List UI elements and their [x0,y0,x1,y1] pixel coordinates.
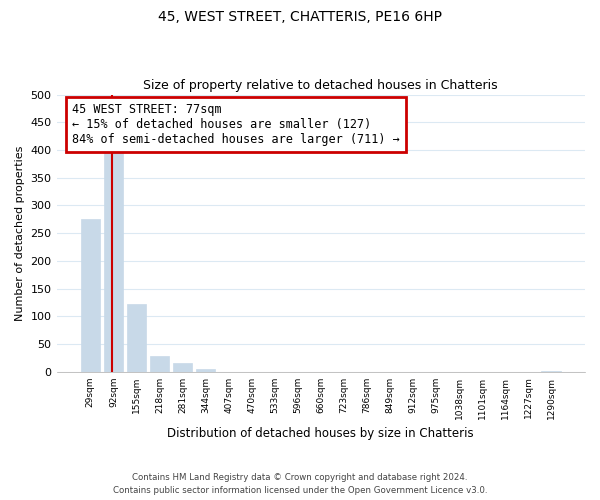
Y-axis label: Number of detached properties: Number of detached properties [15,146,25,321]
Text: 45, WEST STREET, CHATTERIS, PE16 6HP: 45, WEST STREET, CHATTERIS, PE16 6HP [158,10,442,24]
Bar [127,304,146,372]
Bar [149,356,169,372]
Bar [173,364,193,372]
Title: Size of property relative to detached houses in Chatteris: Size of property relative to detached ho… [143,79,498,92]
Text: Contains HM Land Registry data © Crown copyright and database right 2024.
Contai: Contains HM Land Registry data © Crown c… [113,474,487,495]
Bar [104,146,123,372]
Bar [80,220,100,372]
Bar [541,370,561,372]
X-axis label: Distribution of detached houses by size in Chatteris: Distribution of detached houses by size … [167,427,474,440]
Text: 45 WEST STREET: 77sqm
← 15% of detached houses are smaller (127)
84% of semi-det: 45 WEST STREET: 77sqm ← 15% of detached … [73,103,400,146]
Bar [196,369,215,372]
